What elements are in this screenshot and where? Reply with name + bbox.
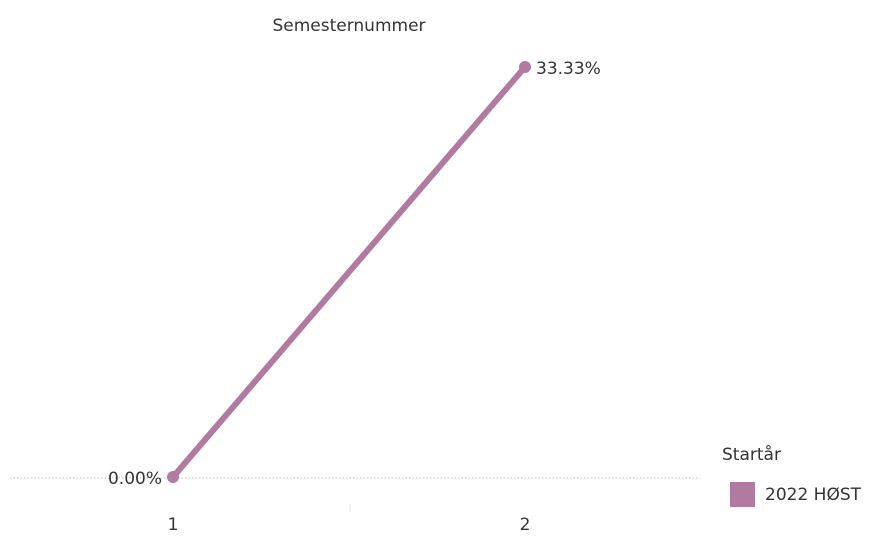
legend-label: 2022 HØST (765, 485, 862, 505)
x-tick-label: 1 (168, 515, 179, 535)
legend-swatch (730, 482, 755, 507)
data-point (519, 61, 531, 73)
chart-title: Semesternummer (272, 16, 425, 36)
x-tick-label: 2 (520, 515, 531, 535)
data-point (167, 471, 179, 483)
data-label: 0.00% (108, 469, 162, 489)
series-line (170, 64, 528, 480)
data-label: 33.33% (536, 59, 601, 79)
legend-title: Startår (722, 444, 781, 465)
